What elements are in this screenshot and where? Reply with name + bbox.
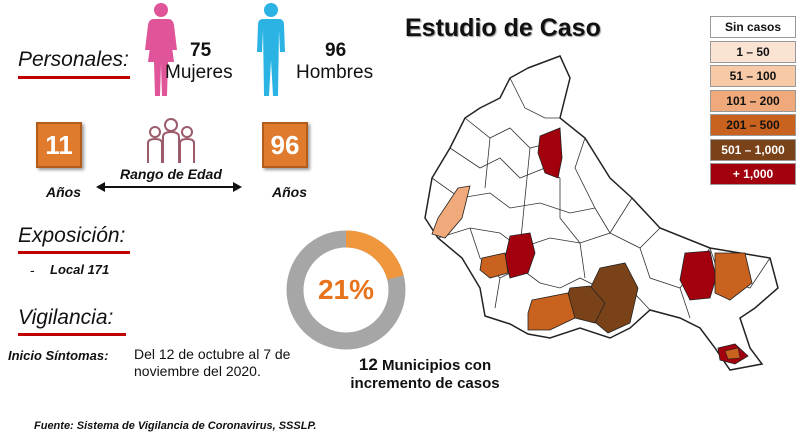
state-map — [424, 55, 779, 371]
map-muni-101-200 — [431, 185, 471, 239]
municipios-line1: Municipios con — [381, 357, 492, 374]
map-muni-1000a — [537, 127, 563, 179]
personales-label: Personales: — [18, 48, 129, 71]
hombres-label: Hombres — [296, 62, 374, 83]
age-min-unit: Años — [46, 184, 81, 200]
map-muni-201-500b — [527, 292, 576, 331]
age-max-unit: Años — [272, 184, 307, 200]
double-arrow-icon — [96, 182, 242, 192]
map-muni-1000c — [679, 250, 717, 301]
exposicion-local: Local 171 — [50, 262, 110, 277]
mujeres-count: 75 — [190, 40, 212, 61]
age-max-box: 96 — [262, 122, 308, 168]
map-muni-201-500a — [479, 252, 509, 279]
donut-arc — [286, 230, 406, 350]
mujeres-label: Mujeres — [165, 62, 233, 83]
people-group-icon — [147, 118, 195, 163]
legend-item: + 1,000 — [710, 163, 796, 185]
legend-item: 101 – 200 — [710, 89, 796, 112]
source-note: Fuente: Sistema de Vigilancia de Coronav… — [34, 420, 317, 432]
exposicion-dash: - — [30, 262, 35, 278]
exposicion-label: Exposición: — [18, 224, 126, 247]
percent-value: 21% — [317, 274, 375, 305]
map-muni-201-500d — [724, 347, 741, 360]
legend-item: 51 – 100 — [710, 65, 796, 87]
inicio-sintomas-label: Inicio Síntomas: — [8, 348, 109, 363]
hombres-count: 96 — [325, 40, 347, 61]
map-muni-201-500c — [714, 252, 753, 301]
municipios-text: 12 Municipios con incremento de casos — [330, 356, 520, 393]
legend-item: 501 – 1,000 — [710, 138, 796, 161]
age-min-box: 11 — [36, 122, 82, 168]
exposicion-underline — [18, 251, 130, 254]
legend-item: 201 – 500 — [710, 114, 796, 136]
female-figure-icon — [145, 3, 177, 96]
personales-underline — [18, 76, 130, 79]
legend-item: 1 – 50 — [710, 40, 796, 63]
percent-donut — [286, 230, 406, 350]
age-range-label: Rango de Edad — [120, 166, 222, 182]
male-figure-icon — [257, 3, 285, 96]
municipios-count: 12 — [358, 355, 378, 374]
inicio-sintomas-text: Del 12 de octubre al 7 de noviembre del … — [134, 346, 291, 379]
page-title: Estudio de Caso — [405, 14, 601, 42]
vigilancia-label: Vigilancia: — [18, 306, 114, 329]
vigilancia-underline — [18, 333, 126, 336]
municipios-line2: incremento de casos — [350, 375, 500, 392]
legend-item: Sin casos — [710, 16, 796, 38]
